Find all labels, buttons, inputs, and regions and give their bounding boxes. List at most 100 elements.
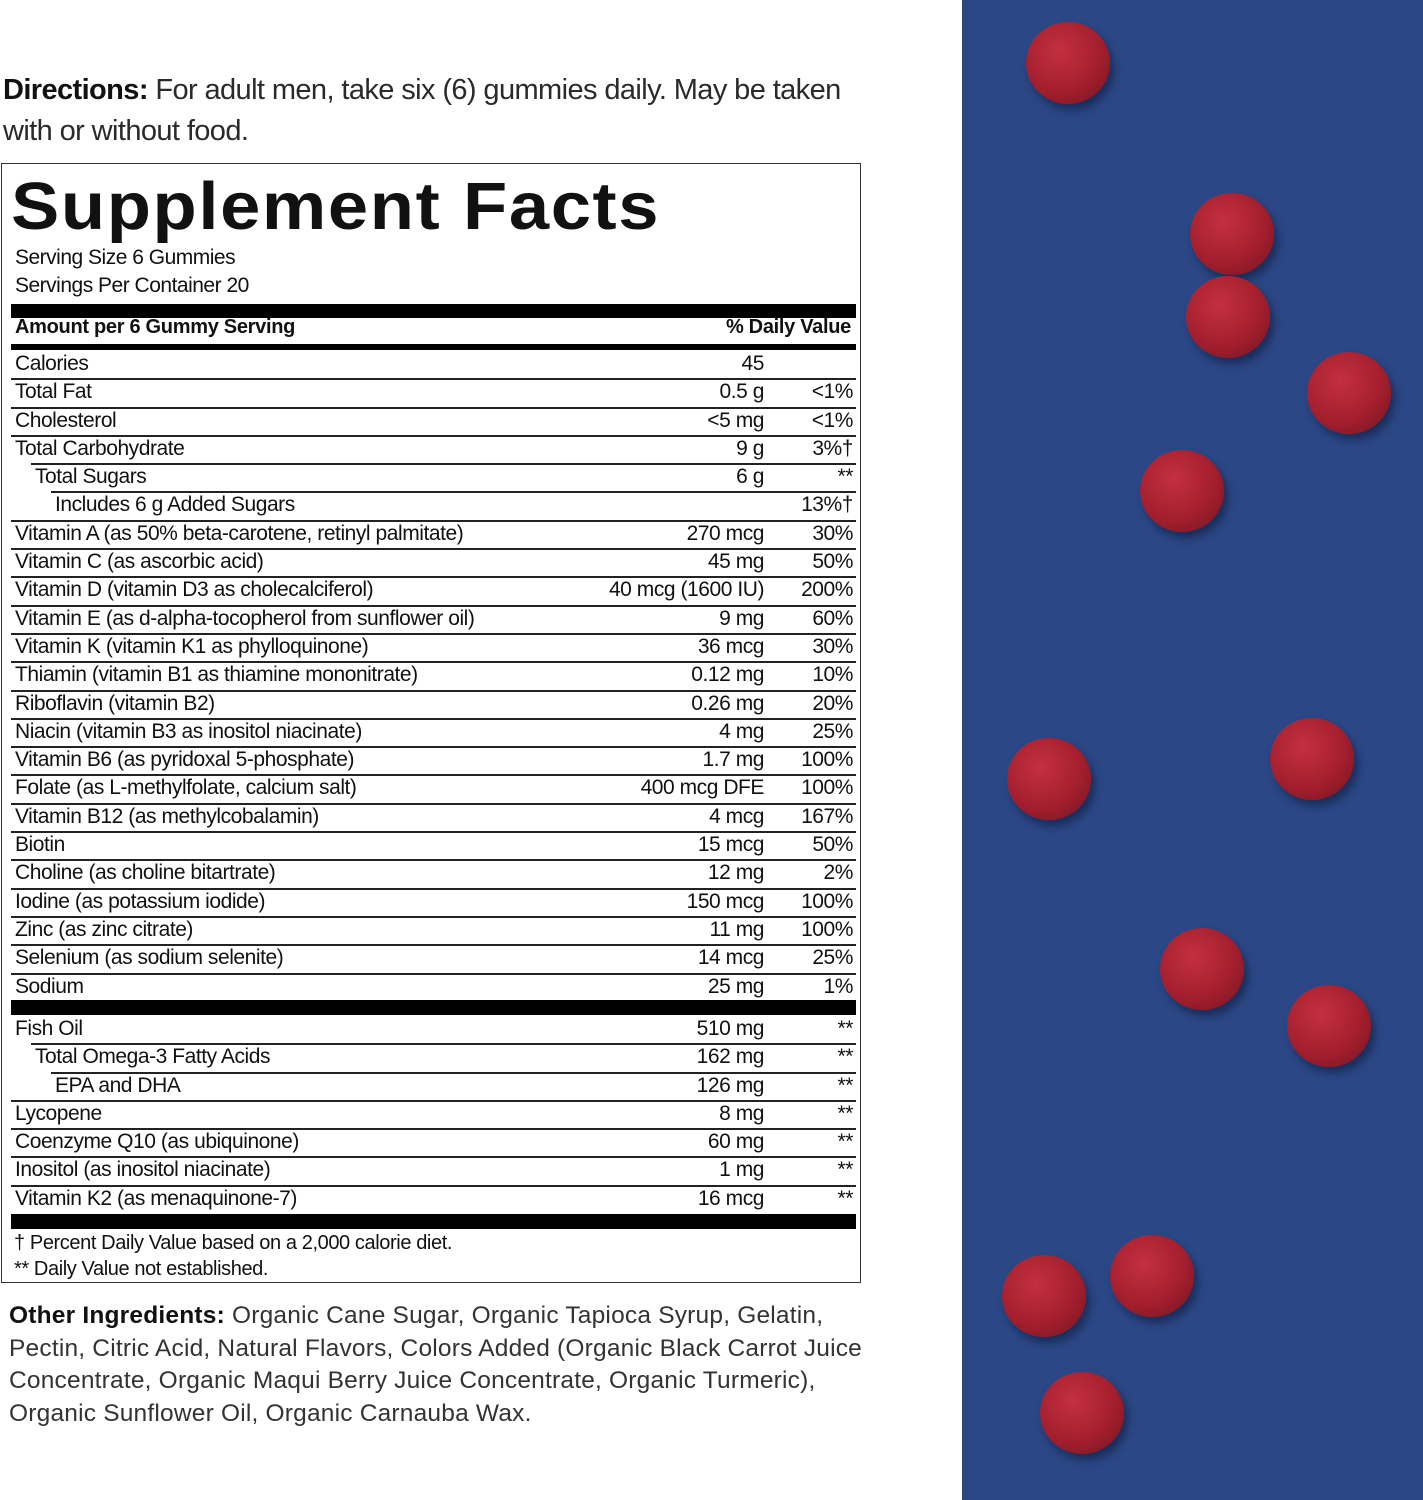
row-divider: [11, 519, 856, 522]
nutrient-name: Niacin (vitamin B3 as inositol niacinate…: [15, 719, 362, 743]
nutrient-amount: 0.26 mg: [691, 691, 764, 715]
nutrient-name: Choline (as choline bitartrate): [15, 861, 276, 885]
nutrient-amount: 6 g: [736, 465, 764, 489]
nutrient-daily-value: 100%: [801, 917, 853, 941]
nutrient-amount: 4 mg: [719, 719, 764, 743]
nutrient-daily-value: **: [837, 1017, 854, 1040]
nutrient-daily-value: 100%: [801, 748, 853, 772]
nutrient-daily-value: 10%: [812, 663, 853, 687]
row-divider: [11, 406, 856, 409]
row-divider: [11, 859, 856, 862]
nutrient-amount: 4 mcg: [709, 804, 764, 828]
nutrient-daily-value: **: [837, 1130, 854, 1154]
nutrient-row: Includes 6 g Added Sugars 13%†: [11, 491, 856, 519]
nutrient-name: Thiamin (vitamin B1 as thiamine mononitr…: [15, 663, 418, 687]
supplement-facts-panel: Supplement Facts Serving Size 6 Gummies …: [1, 163, 861, 1283]
divider-thick: [11, 304, 856, 318]
row-divider: [11, 1184, 856, 1187]
nutrient-daily-value: 2%: [823, 861, 854, 885]
row-divider: [11, 746, 856, 749]
directions-text: For adult men, take six (6) gummies dail…: [3, 74, 841, 147]
nutrient-amount: 1.7 mg: [702, 748, 765, 772]
divider-thick: [11, 1000, 856, 1015]
nutrient-row: Total Carbohydrate 9 g 3%†: [11, 434, 856, 463]
nutrient-name: Coenzyme Q10 (as ubiquinone): [15, 1130, 299, 1154]
nutrient-row: Inositol (as inositol niacinate) 1 mg **: [11, 1156, 856, 1184]
row-divider: [11, 1099, 856, 1102]
facts-header: Amount per 6 Gummy Serving % Daily Value: [15, 316, 851, 339]
nutrient-daily-value: 13%†: [801, 493, 853, 517]
nutrient-daily-value: 20%: [812, 691, 853, 715]
header-amount: Amount per 6 Gummy Serving: [15, 316, 296, 338]
nutrient-name: Calories: [15, 352, 89, 375]
nutrient-amount: 126 mg: [696, 1073, 765, 1097]
nutrient-amount: <5 mg: [707, 408, 764, 432]
nutrient-daily-value: 1%: [823, 974, 854, 998]
servings-per-container: Servings Per Container 20: [15, 274, 249, 297]
nutrient-name: Vitamin B6 (as pyridoxal 5-phosphate): [15, 748, 354, 772]
nutrient-amount: 40 mcg (1600 IU): [608, 578, 764, 602]
nutrient-name: Includes 6 g Added Sugars: [55, 493, 295, 517]
row-divider: [11, 831, 856, 834]
nutrient-row: Vitamin C (as ascorbic acid) 45 mg 50%: [11, 548, 856, 576]
nutrient-name: Total Carbohydrate: [15, 436, 185, 460]
divider-thick: [11, 1214, 856, 1229]
nutrient-name: Vitamin D (vitamin D3 as cholecalciferol…: [15, 578, 374, 602]
gummy: [1002, 1255, 1086, 1337]
nutrient-name: Sodium: [15, 974, 84, 998]
nutrient-name: Vitamin E (as d-alpha-tocopherol from su…: [15, 606, 475, 630]
nutrient-name: Cholesterol: [15, 408, 117, 432]
nutrient-row: Vitamin D (vitamin D3 as cholecalciferol…: [11, 576, 856, 604]
nutrient-name: EPA and DHA: [55, 1073, 181, 1097]
serving-size: Serving Size 6 Gummies: [15, 246, 236, 269]
nutrient-name: Inositol (as inositol niacinate): [15, 1158, 271, 1182]
nutrient-name: Vitamin K2 (as menaquinone-7): [15, 1186, 297, 1210]
nutrient-amount: 0.12 mg: [691, 663, 764, 687]
nutrient-row: Total Fat 0.5 g <1%: [11, 378, 856, 406]
row-divider: [31, 1043, 856, 1046]
gummy: [1026, 22, 1110, 104]
nutrient-daily-value: 30%: [812, 521, 853, 545]
nutrient-name: Vitamin C (as ascorbic acid): [15, 550, 264, 574]
nutrient-amount: 11 mg: [709, 917, 764, 941]
nutrient-row: Vitamin B6 (as pyridoxal 5-phosphate) 1.7…: [11, 746, 856, 774]
nutrient-amount: 16 mcg: [697, 1186, 765, 1210]
nutrient-name: Vitamin K (vitamin K1 as phylloquinone): [15, 634, 369, 658]
nutrient-name: Biotin: [15, 833, 65, 857]
nutrient-name: Zinc (as zinc citrate): [15, 917, 193, 941]
nutrient-daily-value: 3%†: [812, 436, 853, 460]
nutrient-daily-value: 167%: [801, 804, 853, 828]
nutrient-list: Calories 45 Total Fat 0.5 g <1% Cholesterol <5…: [11, 350, 856, 1001]
row-divider: [11, 887, 856, 890]
row-divider: [51, 1071, 856, 1074]
other-ingredients-text: Organic Cane Sugar, Organic Tapioca Syru…: [9, 1302, 862, 1427]
nutrient-name: Lycopene: [15, 1101, 102, 1125]
nutrient-amount: 0.5 g: [719, 380, 765, 404]
nutrient-amount: 510 mg: [696, 1017, 765, 1040]
row-divider: [11, 378, 856, 381]
nutrient-name: Total Omega-3 Fatty Acids: [35, 1045, 271, 1069]
nutrient-daily-value: 100%: [801, 889, 853, 913]
nutrient-daily-value: 25%: [812, 946, 853, 970]
nutrient-row: Fish Oil 510 mg **: [11, 1015, 856, 1043]
row-divider: [11, 717, 856, 720]
gummy: [1186, 276, 1270, 358]
nutrient-amount: 45: [741, 352, 765, 375]
nutrient-row: EPA and DHA 126 mg **: [11, 1071, 856, 1100]
gummy: [1307, 352, 1391, 434]
gummy: [1270, 718, 1354, 800]
nutrient-name: Selenium (as sodium selenite): [15, 946, 284, 970]
row-divider: [11, 689, 856, 692]
row-divider: [11, 1156, 856, 1159]
nutrient-row: Lycopene 8 mg **: [11, 1099, 856, 1128]
nutrient-row: Selenium (as sodium selenite) 14 mcg 25%: [11, 944, 856, 972]
nutrient-name: Fish Oil: [15, 1017, 83, 1040]
nutrient-row: Riboflavin (vitamin B2) 0.26 mg 20%: [11, 689, 856, 718]
nutrient-daily-value: 60%: [812, 606, 853, 630]
row-divider: [11, 434, 856, 437]
nutrient-amount: 36 mcg: [697, 634, 765, 658]
nutrient-daily-value: **: [837, 1073, 854, 1097]
gummy: [1040, 1372, 1124, 1454]
nutrient-daily-value: **: [837, 465, 854, 489]
row-divider: [11, 661, 856, 664]
